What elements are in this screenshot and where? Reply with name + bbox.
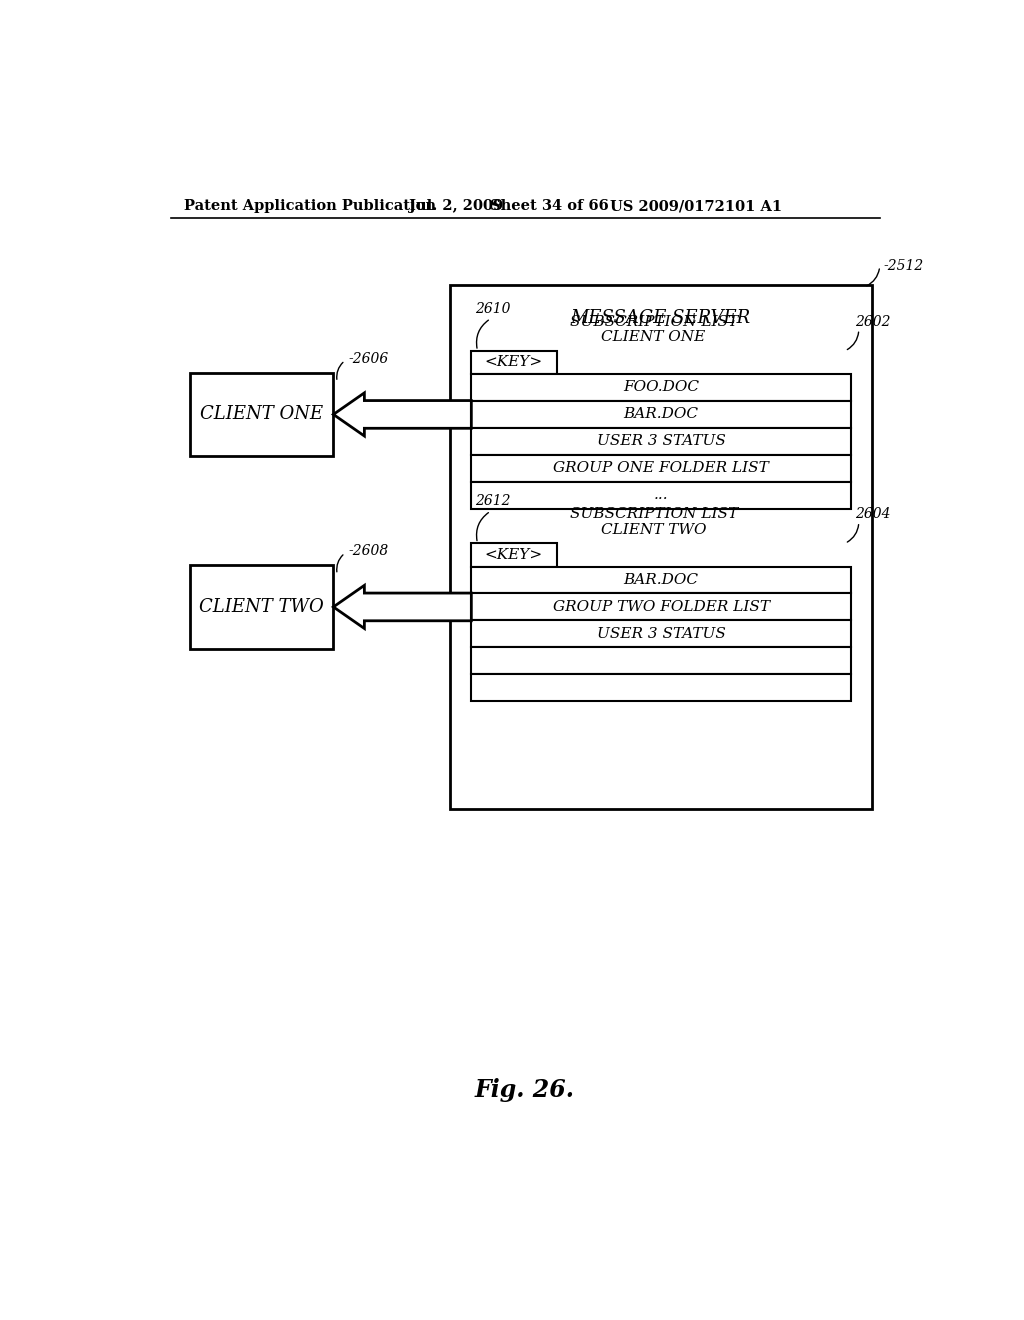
Text: Jul. 2, 2009: Jul. 2, 2009 (409, 199, 503, 213)
Bar (471, 401, 851, 428)
Text: CLIENT TWO: CLIENT TWO (601, 523, 707, 536)
Bar (471, 544, 557, 566)
Text: USER 3 STATUS: USER 3 STATUS (597, 627, 726, 642)
Text: SUBSCRIPTION LIST: SUBSCRIPTION LIST (569, 314, 737, 329)
Text: GROUP TWO FOLDER LIST: GROUP TWO FOLDER LIST (553, 599, 770, 614)
Text: <KEY>: <KEY> (485, 548, 543, 562)
Bar (450, 285, 872, 809)
Text: CLIENT ONE: CLIENT ONE (200, 405, 324, 424)
Text: USER 3 STATUS: USER 3 STATUS (597, 434, 726, 449)
Bar (471, 594, 851, 620)
Bar (471, 374, 851, 401)
Bar (471, 675, 851, 701)
Text: <KEY>: <KEY> (485, 355, 543, 370)
Text: 2612: 2612 (475, 494, 511, 508)
Bar (471, 428, 851, 455)
Bar (471, 455, 851, 482)
Text: GROUP ONE FOLDER LIST: GROUP ONE FOLDER LIST (553, 461, 769, 475)
Text: -2606: -2606 (349, 352, 389, 366)
Text: Fig. 26.: Fig. 26. (475, 1078, 574, 1102)
Text: 2610: 2610 (475, 301, 511, 315)
Text: Sheet 34 of 66: Sheet 34 of 66 (489, 199, 608, 213)
Bar (471, 482, 851, 508)
Text: CLIENT ONE: CLIENT ONE (601, 330, 706, 345)
Text: US 2009/0172101 A1: US 2009/0172101 A1 (610, 199, 782, 213)
Text: SUBSCRIPTION LIST: SUBSCRIPTION LIST (569, 507, 737, 521)
Bar (471, 566, 851, 594)
Text: BAR.DOC: BAR.DOC (624, 573, 698, 587)
Text: 2602: 2602 (855, 314, 891, 329)
Text: -2608: -2608 (349, 544, 389, 558)
Bar (190, 565, 334, 648)
Polygon shape (334, 393, 471, 436)
Bar (471, 647, 851, 675)
Text: Patent Application Publication: Patent Application Publication (183, 199, 436, 213)
Text: BAR.DOC: BAR.DOC (624, 408, 698, 421)
Text: ...: ... (654, 488, 669, 503)
Bar (471, 620, 851, 647)
Text: CLIENT TWO: CLIENT TWO (200, 598, 324, 616)
Text: 2604: 2604 (855, 507, 891, 521)
Text: FOO.DOC: FOO.DOC (624, 380, 699, 395)
Bar (471, 351, 557, 374)
Polygon shape (334, 585, 471, 628)
Bar (190, 372, 334, 455)
Text: MESSAGE SERVER: MESSAGE SERVER (570, 309, 751, 327)
Text: -2512: -2512 (884, 259, 924, 273)
